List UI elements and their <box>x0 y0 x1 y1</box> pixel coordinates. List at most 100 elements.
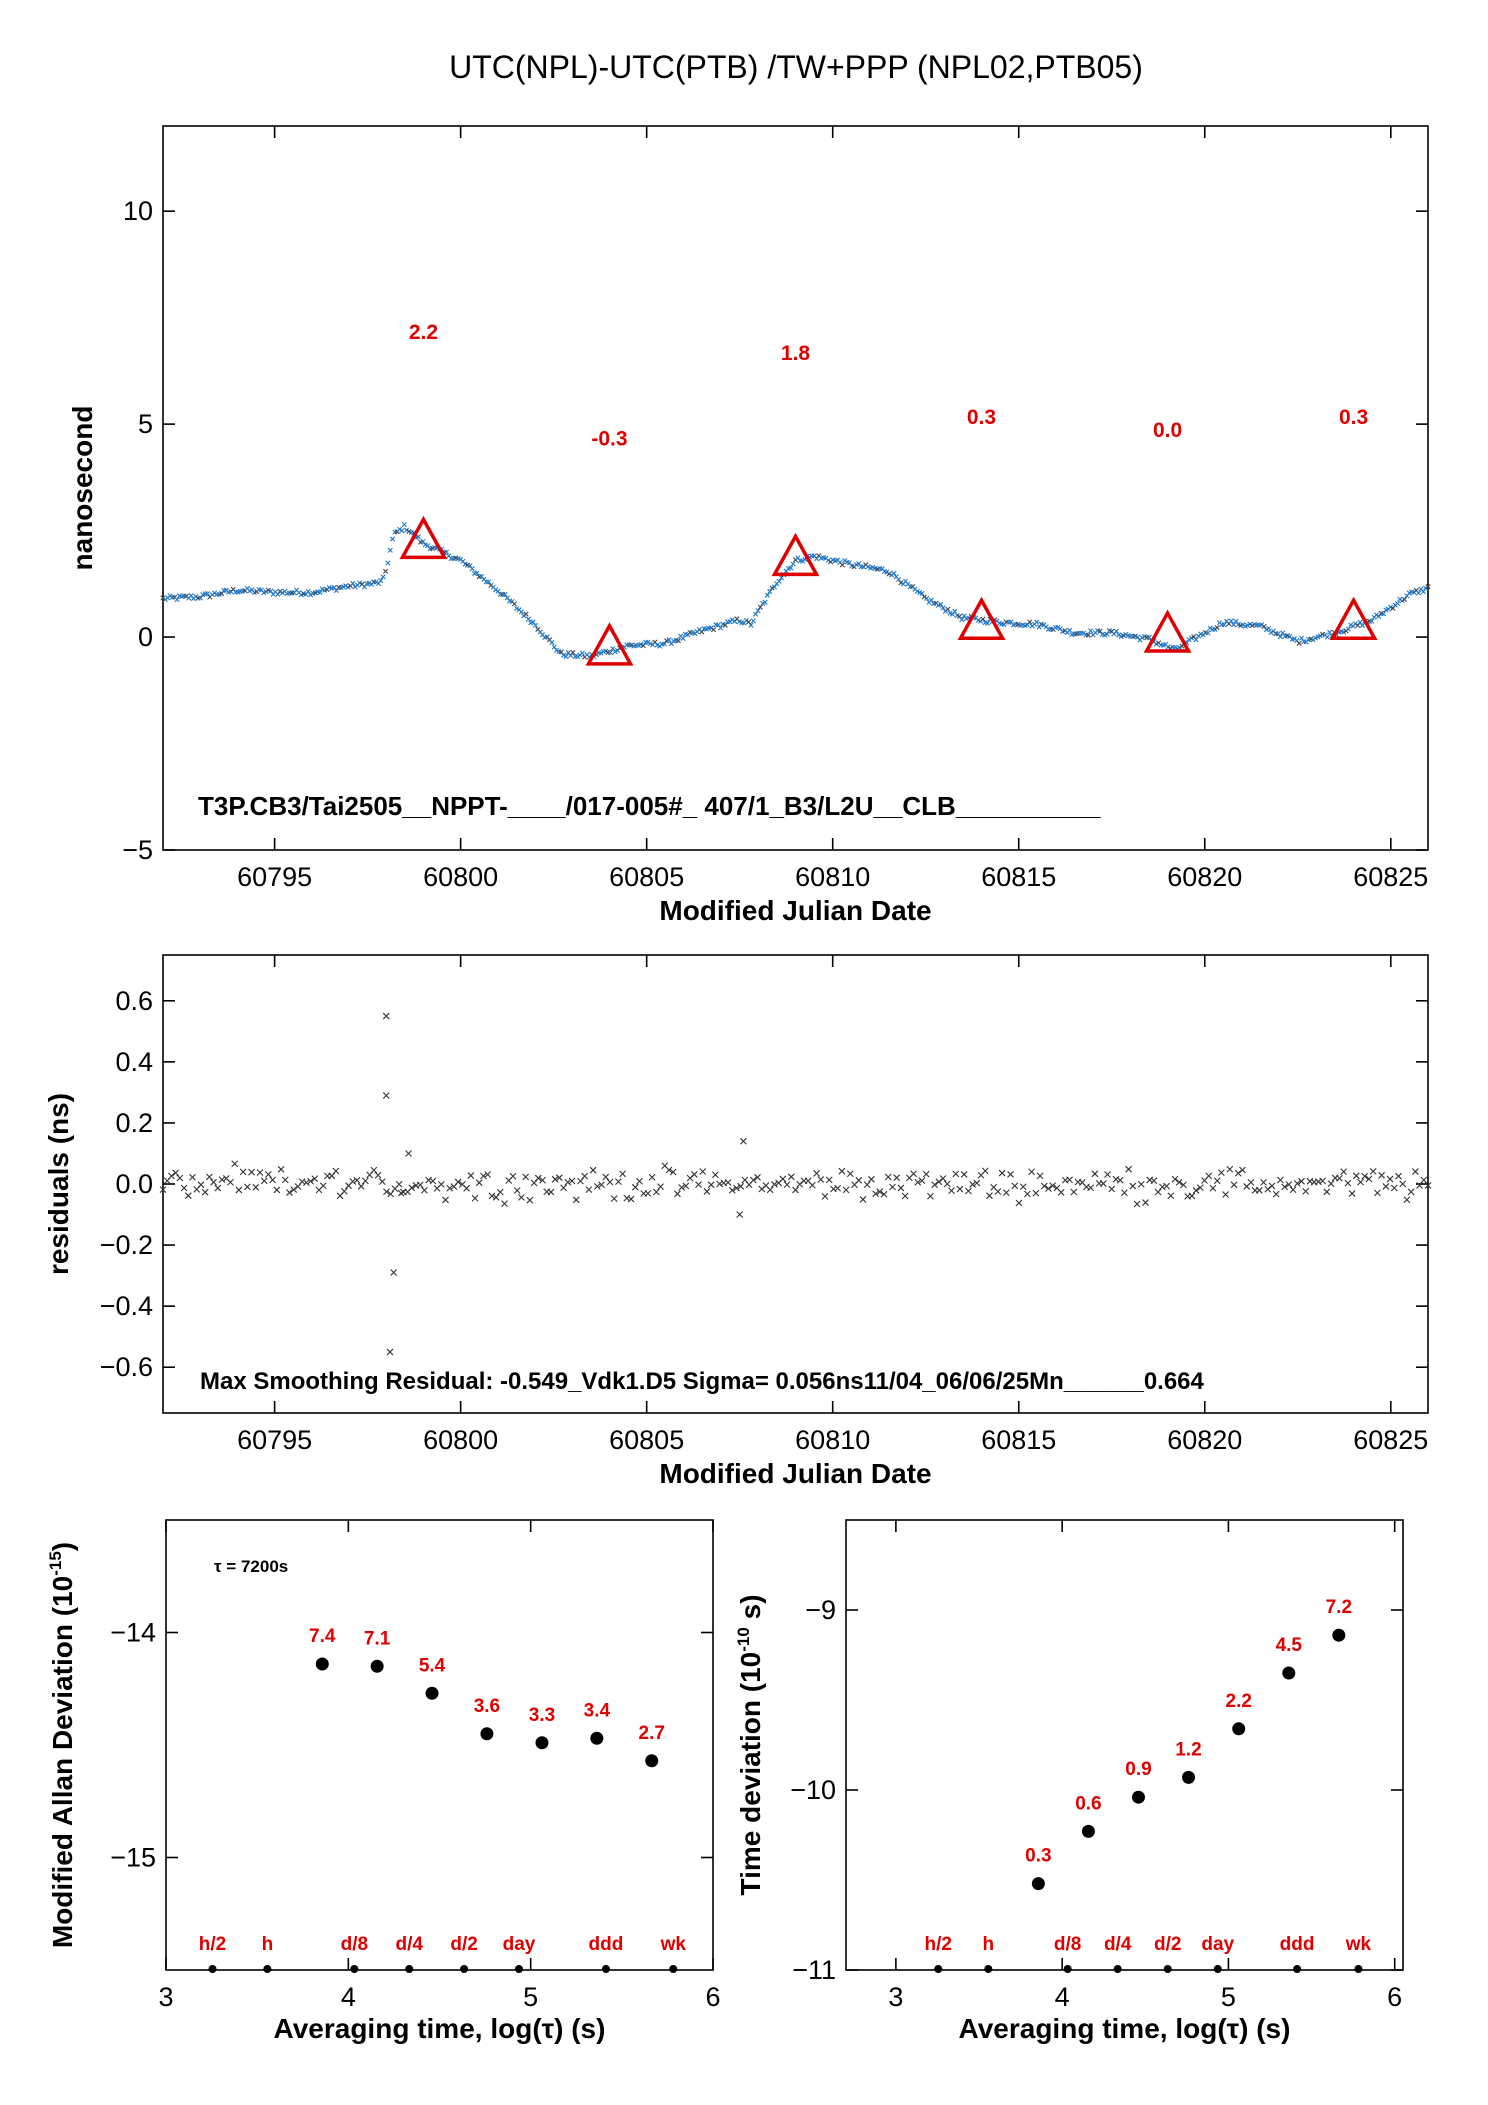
residual-point <box>1036 1172 1044 1180</box>
series-point <box>778 575 785 581</box>
residual-point <box>644 1190 652 1197</box>
residual-point <box>1289 1186 1297 1194</box>
residual-point <box>256 1169 264 1176</box>
series-point <box>495 588 501 594</box>
residual-point <box>547 1188 555 1196</box>
series-point <box>1245 622 1251 629</box>
residual-point <box>1002 1189 1010 1197</box>
residual-point <box>429 1177 437 1185</box>
series-point <box>1233 618 1239 624</box>
deviation-label: 0.6 <box>1075 1793 1101 1814</box>
y-tick-label: 0.6 <box>115 986 153 1016</box>
residual-outlier <box>382 1092 390 1099</box>
deviation-label: 0.3 <box>1025 1846 1051 1867</box>
residual-point <box>952 1170 960 1178</box>
residual-point <box>442 1196 449 1204</box>
residual-point <box>518 1194 525 1201</box>
residual-point <box>281 1176 289 1184</box>
residual-point <box>568 1177 576 1185</box>
series-point <box>1355 622 1361 628</box>
residual-point <box>724 1179 732 1186</box>
residual-point <box>1348 1190 1356 1197</box>
series-point <box>523 611 529 617</box>
series-point <box>333 587 339 594</box>
series-point <box>443 549 450 555</box>
series-point <box>750 618 756 624</box>
series-point <box>167 593 173 599</box>
y-tick-label: 0.0 <box>115 1169 153 1199</box>
series-point <box>279 590 286 596</box>
series-point <box>1085 632 1091 638</box>
residual-point <box>964 1187 972 1195</box>
series-point <box>598 650 604 656</box>
residual-point <box>943 1180 951 1188</box>
series-point <box>1113 628 1120 634</box>
x-axis-title: Averaging time, log(τ) (s) <box>274 2013 606 2044</box>
series-point <box>717 625 724 631</box>
residual-point <box>1323 1188 1331 1196</box>
residual-point <box>593 1183 601 1190</box>
deviation-label: 4.5 <box>1276 1635 1303 1656</box>
deviation-label: 7.2 <box>1326 1597 1352 1618</box>
residual-point <box>610 1195 618 1203</box>
residual-point <box>956 1185 964 1193</box>
deviation-label: 3.4 <box>584 1700 611 1721</box>
series-point <box>795 555 801 561</box>
time-label: day <box>503 1934 536 1955</box>
series-point <box>378 577 384 584</box>
marker-label: 0.3 <box>1339 406 1368 429</box>
residual-point <box>682 1182 690 1190</box>
residual-point <box>1116 1176 1124 1184</box>
series-point <box>493 587 499 593</box>
residual-point <box>501 1200 508 1207</box>
residual-point <box>838 1167 846 1175</box>
series-point <box>502 591 508 597</box>
residual-point <box>1369 1168 1377 1175</box>
residual-point <box>813 1169 820 1177</box>
x-tick-label: 60795 <box>237 1425 312 1455</box>
marker-triangle <box>1143 609 1192 653</box>
residual-point <box>248 1168 255 1176</box>
tick-dot <box>350 1965 359 1973</box>
residual-point <box>1180 1181 1187 1189</box>
residual-point <box>1019 1183 1027 1191</box>
time-label: h/2 <box>925 1934 952 1955</box>
y-axis-title: residuals (ns) <box>43 1093 74 1275</box>
residual-point <box>619 1170 627 1178</box>
time-deviation-chart: 3 4 5 6 −11 −10 −9 0.3 0.6 0.9 1.2 2.2 4.5 7.2 h/2 h d/8… <box>734 1519 1404 2044</box>
series-point <box>764 592 770 598</box>
x-tick-label: 60815 <box>981 862 1056 892</box>
residual-point <box>340 1187 348 1195</box>
residual-point <box>1099 1180 1107 1187</box>
series-point <box>755 607 761 614</box>
residual-point <box>205 1173 213 1181</box>
series-point <box>579 650 585 656</box>
residual-point <box>585 1186 593 1194</box>
residual-point <box>1357 1178 1364 1186</box>
residual-point <box>1040 1182 1048 1190</box>
residual-point <box>623 1194 631 1202</box>
residual-point <box>1209 1184 1217 1192</box>
tick-dot <box>1113 1965 1122 1973</box>
residual-point <box>1344 1179 1352 1187</box>
series-point <box>1277 634 1284 640</box>
residual-point <box>454 1178 462 1186</box>
residual-point <box>657 1183 664 1190</box>
residual-point <box>252 1183 260 1191</box>
series-point <box>640 643 646 649</box>
series-point <box>945 606 951 612</box>
residual-point <box>1167 1192 1175 1200</box>
residual-point <box>1340 1168 1348 1175</box>
residual-point <box>176 1174 184 1182</box>
residual-point <box>496 1188 504 1196</box>
series-point <box>1228 618 1234 624</box>
residual-point <box>526 1196 534 1204</box>
x-tick-label: 6 <box>1387 1982 1402 2012</box>
residual-point <box>383 1188 390 1196</box>
residual-point <box>817 1176 825 1183</box>
y-tick-label: −10 <box>790 1775 836 1805</box>
residual-outlier <box>736 1211 744 1218</box>
residual-point <box>1255 1186 1263 1194</box>
series-point <box>790 561 796 567</box>
residual-point <box>290 1186 298 1194</box>
